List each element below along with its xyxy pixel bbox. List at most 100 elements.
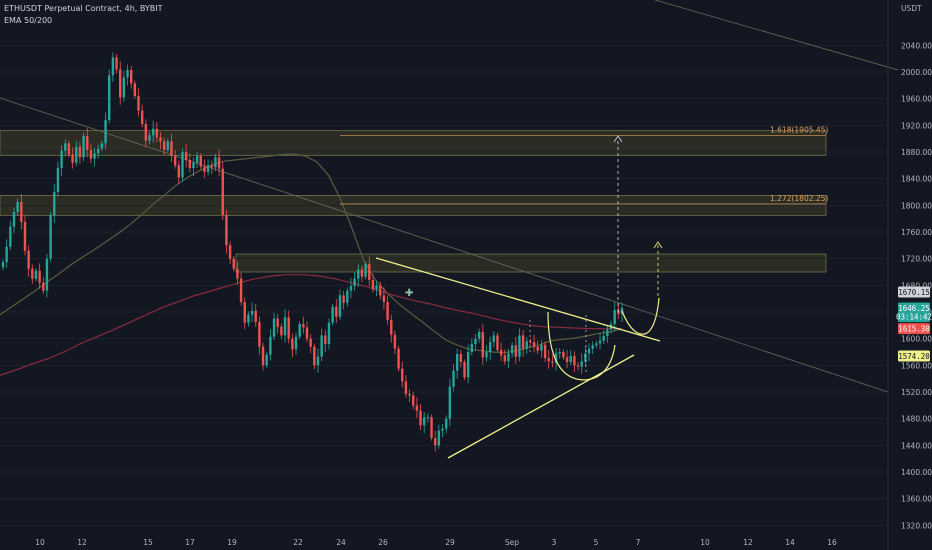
candle-body	[379, 285, 382, 296]
price-tag-label: 03:14:42	[896, 313, 932, 322]
candle-body	[576, 365, 580, 367]
price-tick-label: 2040.00	[901, 41, 932, 50]
candle-body	[133, 83, 137, 97]
candle	[606, 324, 609, 343]
candle-body	[448, 386, 452, 419]
price-tag-label: 1670.15	[898, 288, 930, 297]
candle-body	[492, 335, 496, 343]
supply-zone	[235, 253, 827, 273]
indicator-legend[interactable]: EMA 50/200	[4, 16, 53, 25]
trend-line	[0, 97, 889, 393]
candle	[89, 143, 93, 164]
candle-body	[5, 246, 8, 263]
pattern-drawings: ✚	[375, 135, 663, 459]
candle	[444, 415, 448, 433]
candle-body	[104, 120, 107, 144]
candle	[540, 340, 543, 358]
time-tick-label: 29	[445, 538, 455, 547]
time-tick-label: 5	[594, 538, 599, 547]
candle-body	[529, 341, 532, 343]
candle	[342, 290, 345, 310]
candle	[195, 152, 199, 169]
candle-body	[9, 226, 12, 247]
symbol-title[interactable]: ETHUSDT Perpetual Contract, 4h, BYBIT	[4, 4, 163, 13]
ema50-line	[0, 153, 623, 354]
candle	[86, 128, 89, 158]
candle-body	[60, 150, 63, 169]
candle	[408, 389, 411, 403]
price-tag-label: 1615.30	[898, 325, 930, 334]
candle	[148, 132, 151, 145]
candle-body	[45, 258, 49, 291]
candle-body	[86, 136, 89, 151]
candle-body	[298, 324, 301, 337]
candle-body	[294, 336, 298, 350]
candle-body	[78, 146, 82, 158]
time-tick-label: 12	[77, 538, 87, 547]
candle	[199, 153, 202, 170]
candle-body	[459, 354, 463, 363]
candle-body	[617, 310, 620, 315]
time-tick-label: 22	[293, 538, 303, 547]
candle-body	[34, 270, 38, 279]
candle	[353, 272, 356, 291]
candle-body	[199, 156, 202, 167]
candle	[151, 120, 155, 143]
candle	[181, 148, 184, 182]
candle	[302, 316, 305, 334]
candle	[441, 424, 444, 438]
candle-body	[525, 341, 528, 349]
candle-body	[184, 152, 188, 161]
candle	[331, 304, 334, 326]
candle	[401, 361, 404, 388]
candle	[16, 198, 19, 217]
candle-body	[276, 318, 279, 327]
candle-body	[309, 338, 312, 347]
triangle-lower-line	[447, 354, 635, 459]
candle-body	[119, 69, 122, 98]
price-tag: 1670.15	[898, 286, 930, 298]
candle	[562, 349, 565, 361]
candle	[488, 336, 492, 361]
candle	[459, 350, 463, 368]
time-tick-label: 15	[143, 538, 153, 547]
candle-body	[236, 268, 239, 279]
candle	[210, 160, 213, 175]
price-tag: 1615.30	[898, 323, 930, 335]
time-axis: 10 12 15 17 19 22 24 26 29 Sep 3 5 7 10 12 14 16	[35, 538, 837, 547]
price-tag-bg	[898, 311, 930, 323]
candle-body	[225, 215, 228, 246]
time-tick-label: 16	[827, 538, 837, 547]
candle	[368, 256, 371, 287]
price-tag: 1646.25	[898, 302, 930, 314]
candle	[346, 287, 349, 307]
candle	[280, 323, 283, 340]
trend-line	[654, 0, 899, 71]
price-tick-label: 1960.00	[901, 95, 932, 104]
candle-body	[558, 352, 561, 354]
price-tick-label: 1400.00	[901, 468, 932, 477]
candle-body	[371, 280, 375, 290]
candle-body	[313, 346, 316, 366]
candle-body	[382, 295, 386, 303]
candle-body	[562, 352, 565, 358]
candle	[254, 304, 257, 327]
candle-body	[155, 128, 159, 138]
candle	[481, 324, 485, 365]
candle	[510, 342, 514, 358]
candle-body	[122, 77, 126, 98]
candle-body	[437, 430, 441, 446]
candle	[236, 261, 239, 285]
candle	[580, 353, 583, 375]
candle	[23, 215, 27, 256]
price-tick-label: 1840.00	[901, 175, 932, 184]
candle-body	[444, 418, 448, 429]
price-tag-bg	[898, 323, 930, 335]
candle-body	[64, 143, 67, 151]
candle-body	[115, 57, 118, 70]
candle	[371, 274, 375, 293]
candle-body	[221, 168, 224, 216]
time-tick-label: 7	[636, 538, 641, 547]
candle	[485, 345, 488, 363]
